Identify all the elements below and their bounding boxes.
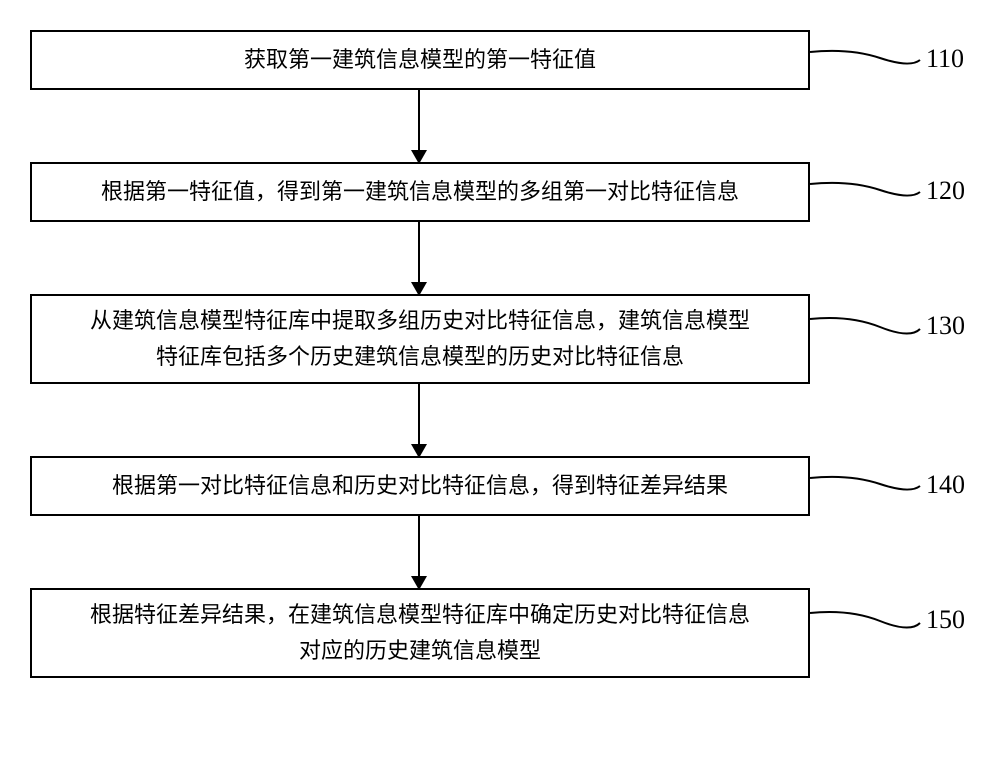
arrow-wrap: [0, 90, 1000, 162]
arrow-head-icon: [411, 150, 427, 164]
connector-curve: [810, 474, 920, 498]
flow-row: 获取第一建筑信息模型的第一特征值 110: [0, 30, 1000, 90]
flow-box-text: 从建筑信息模型特征库中提取多组历史对比特征信息，建筑信息模型 特征库包括多个历史…: [90, 303, 750, 376]
flow-box-140: 根据第一对比特征信息和历史对比特征信息，得到特征差异结果: [30, 456, 810, 516]
arrow-wrap: [0, 222, 1000, 294]
step-label: 140: [926, 470, 965, 500]
step-label: 110: [926, 44, 964, 74]
arrow-wrap: [0, 516, 1000, 588]
flow-box-text: 根据特征差异结果，在建筑信息模型特征库中确定历史对比特征信息 对应的历史建筑信息…: [90, 597, 750, 670]
flow-arrow: [418, 90, 420, 162]
flow-row: 根据特征差异结果，在建筑信息模型特征库中确定历史对比特征信息 对应的历史建筑信息…: [0, 588, 1000, 678]
flow-box-110: 获取第一建筑信息模型的第一特征值: [30, 30, 810, 90]
flow-box-150: 根据特征差异结果，在建筑信息模型特征库中确定历史对比特征信息 对应的历史建筑信息…: [30, 588, 810, 678]
flow-row: 从建筑信息模型特征库中提取多组历史对比特征信息，建筑信息模型 特征库包括多个历史…: [0, 294, 1000, 384]
arrow-head-icon: [411, 576, 427, 590]
connector-curve: [810, 48, 920, 72]
flow-arrow: [418, 384, 420, 456]
flow-box-text: 根据第一特征值，得到第一建筑信息模型的多组第一对比特征信息: [101, 174, 739, 210]
step-label: 130: [926, 311, 965, 341]
step-label: 150: [926, 605, 965, 635]
flow-box-130: 从建筑信息模型特征库中提取多组历史对比特征信息，建筑信息模型 特征库包括多个历史…: [30, 294, 810, 384]
flow-box-text: 根据第一对比特征信息和历史对比特征信息，得到特征差异结果: [112, 468, 728, 504]
connector-curve: [810, 315, 920, 345]
flow-box-120: 根据第一特征值，得到第一建筑信息模型的多组第一对比特征信息: [30, 162, 810, 222]
step-label: 120: [926, 176, 965, 206]
arrow-head-icon: [411, 444, 427, 458]
connector-curve: [810, 180, 920, 204]
flowchart-container: 获取第一建筑信息模型的第一特征值 110 根据第一特征值，得到第一建筑信息模型的…: [0, 0, 1000, 781]
flow-row: 根据第一特征值，得到第一建筑信息模型的多组第一对比特征信息 120: [0, 162, 1000, 222]
arrow-head-icon: [411, 282, 427, 296]
connector-curve: [810, 609, 920, 639]
flow-row: 根据第一对比特征信息和历史对比特征信息，得到特征差异结果 140: [0, 456, 1000, 516]
flow-arrow: [418, 222, 420, 294]
flow-box-text: 获取第一建筑信息模型的第一特征值: [244, 42, 596, 78]
arrow-wrap: [0, 384, 1000, 456]
flow-arrow: [418, 516, 420, 588]
